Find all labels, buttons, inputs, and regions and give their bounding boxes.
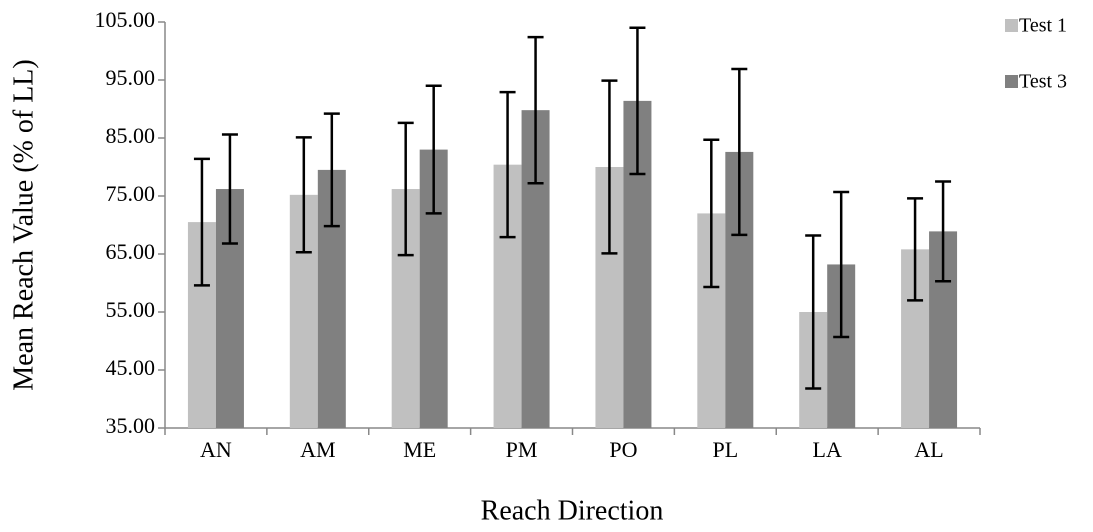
error-bar [629,26,646,176]
legend-swatch [1005,19,1018,32]
error-bar [703,138,720,289]
x-tick-label: AM [300,437,335,462]
legend-swatch [1005,75,1018,88]
error-bar [323,112,340,228]
x-tick-label: LA [813,437,842,462]
y-tick-label: 55.00 [106,297,156,322]
error-bar [907,197,924,302]
x-tick-label: ME [403,437,436,462]
y-tick-label: 65.00 [106,239,156,264]
error-bar [499,90,516,239]
y-tick-label: 105.00 [95,7,156,32]
y-tick-label: 35.00 [106,413,156,438]
legend-label: Test 3 [1019,71,1067,93]
x-tick-label: AN [200,437,232,462]
error-bar [397,121,414,257]
y-tick-label: 85.00 [106,123,156,148]
y-axis-title: Mean Reach Value (% of LL) [8,59,39,390]
y-tick-label: 75.00 [106,181,156,206]
error-bar [425,84,442,215]
y-tick-label: 45.00 [106,355,156,380]
error-bar [527,35,544,185]
error-bar [805,234,822,390]
error-bar [833,190,850,339]
x-tick-label: PL [712,437,738,462]
x-tick-label: AL [914,437,943,462]
error-bar [193,157,210,287]
error-bar [731,67,748,237]
x-tick-label: PO [609,437,637,462]
legend-label: Test 1 [1019,15,1067,37]
error-bar [221,133,238,245]
y-tick-label: 95.00 [106,65,156,90]
x-tick-label: PM [506,437,538,462]
error-bar [295,136,312,254]
error-bar [935,180,952,283]
error-bar [601,79,618,255]
x-axis-title: Reach Direction [481,495,664,526]
